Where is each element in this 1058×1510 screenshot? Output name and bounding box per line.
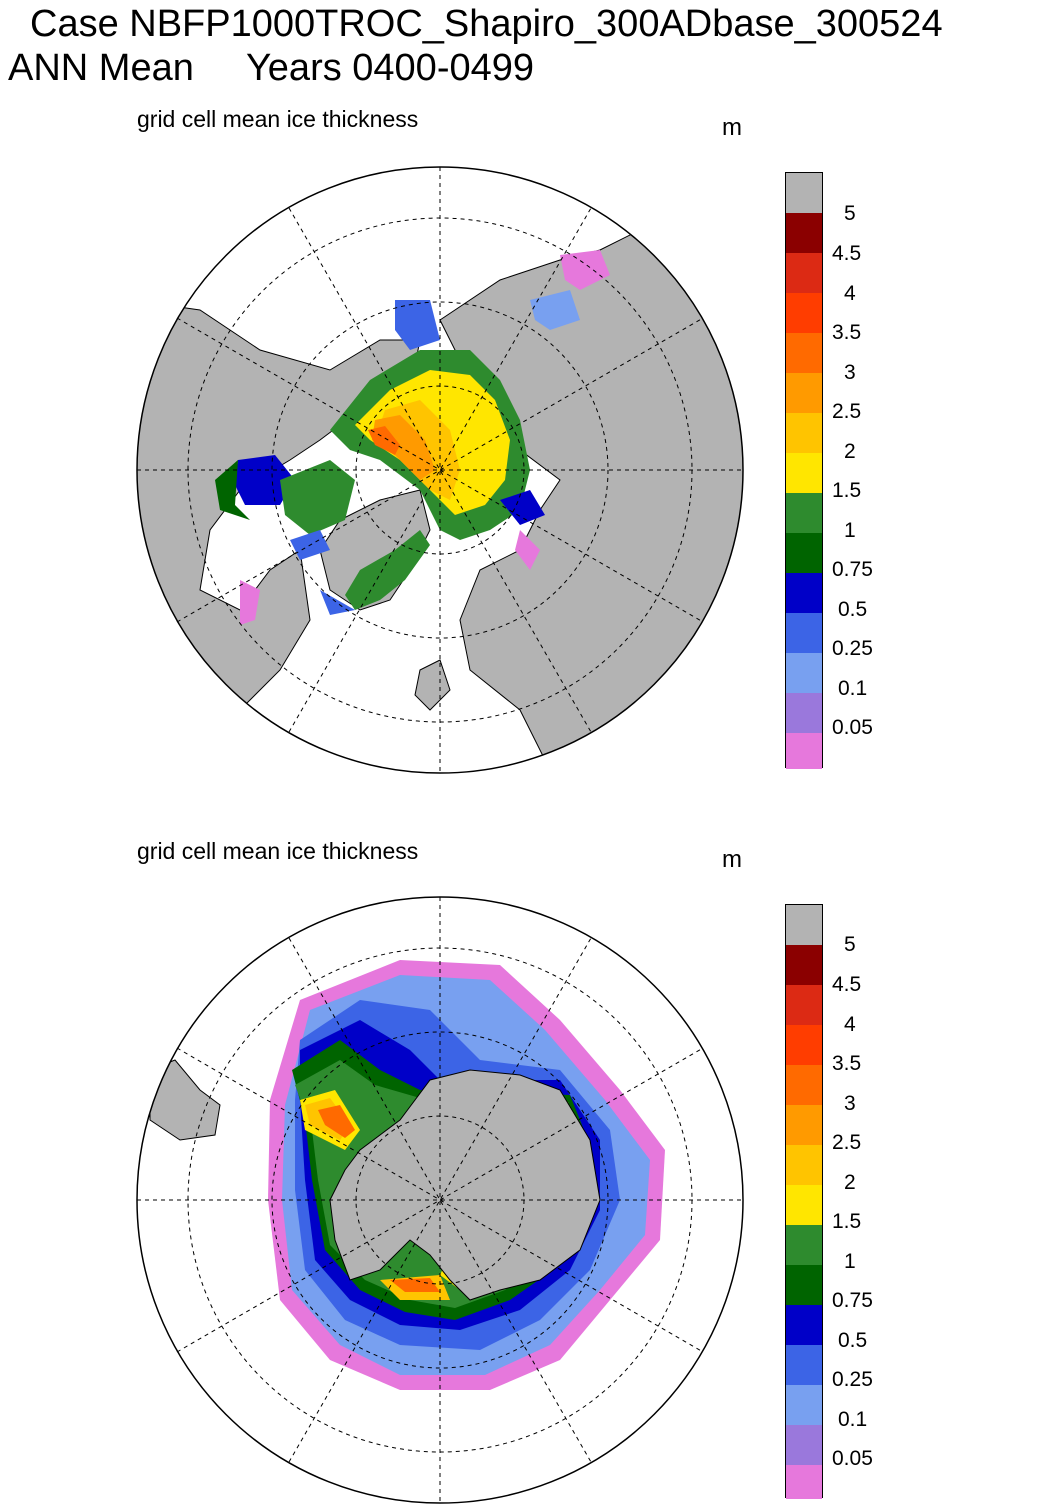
colorbar-label: 4 — [844, 1013, 856, 1036]
south-land — [149, 1059, 601, 1301]
colorbar-label: 2 — [844, 1171, 856, 1194]
panel2-unit: m — [722, 846, 742, 873]
colorbar-label: 0.05 — [832, 716, 873, 739]
colorbar-label: 0.25 — [832, 637, 873, 660]
colorbar-swatch — [786, 453, 822, 493]
colorbar-swatch — [786, 373, 822, 413]
colorbar-swatch — [786, 1105, 822, 1145]
colorbar-label: 1.5 — [832, 1210, 862, 1233]
colorbar-swatch — [786, 1265, 822, 1305]
colorbar-label: 1 — [844, 1250, 856, 1273]
colorbar-label: 3 — [844, 361, 856, 384]
colorbar-label: 0.25 — [832, 1368, 873, 1391]
colorbar-swatch — [786, 293, 822, 333]
colorbar-label: 0.75 — [832, 558, 873, 581]
colorbar-swatch — [786, 733, 822, 769]
colorbar-label: 0.5 — [838, 598, 868, 621]
colorbar-swatch — [786, 1345, 822, 1385]
colorbar-label: 2 — [844, 440, 856, 463]
colorbar-swatch — [786, 693, 822, 733]
colorbar-label: 0.05 — [832, 1447, 873, 1470]
colorbar-swatch — [786, 1465, 822, 1499]
colorbar-label: 2.5 — [832, 1131, 862, 1154]
panel2-subtitle: grid cell mean ice thickness — [137, 838, 419, 864]
colorbar-north — [785, 172, 823, 769]
colorbar-swatch — [786, 1185, 822, 1225]
colorbar-swatch — [786, 253, 822, 293]
colorbar-label: 4 — [844, 282, 856, 305]
colorbar-swatch — [786, 413, 822, 453]
panel1-subtitle: grid cell mean ice thickness — [137, 106, 419, 132]
colorbar-label: 1.5 — [832, 479, 862, 502]
colorbar-swatch — [786, 573, 822, 613]
colorbar-label: 0.1 — [838, 1408, 868, 1431]
colorbar-label: 5 — [844, 933, 856, 956]
colorbar-swatch — [786, 1425, 822, 1465]
colorbar-label: 0.75 — [832, 1289, 873, 1312]
colorbar-label: 3 — [844, 1092, 856, 1115]
north-land — [137, 229, 743, 773]
south-polar-map — [136, 896, 744, 1504]
north-sea-ice — [215, 250, 610, 625]
colorbar-label: 3.5 — [832, 1052, 862, 1075]
colorbar-swatch — [786, 945, 822, 985]
colorbar-swatch — [786, 905, 822, 945]
colorbar-swatch — [786, 1025, 822, 1065]
colorbar-swatch — [786, 1385, 822, 1425]
period-title: ANN Mean Years 0400-0499 — [8, 47, 535, 89]
colorbar-label: 3.5 — [832, 321, 862, 344]
colorbar-label: 0.5 — [838, 1329, 868, 1352]
colorbar-label: 2.5 — [832, 400, 862, 423]
panel1-unit: m — [722, 114, 742, 141]
case-title: Case NBFP1000TROC_Shapiro_300ADbase_3005… — [30, 3, 943, 45]
north-graticule — [137, 167, 743, 773]
colorbar-swatch — [786, 613, 822, 653]
colorbar-swatch — [786, 533, 822, 573]
colorbar-label: 5 — [844, 202, 856, 225]
colorbar-swatch — [786, 653, 822, 693]
colorbar-swatch — [786, 1145, 822, 1185]
south-graticule — [137, 897, 743, 1503]
colorbar-swatch — [786, 493, 822, 533]
colorbar-swatch — [786, 1305, 822, 1345]
colorbar-label: 0.1 — [838, 677, 868, 700]
colorbar-swatch — [786, 985, 822, 1025]
colorbar-swatch — [786, 213, 822, 253]
colorbar-swatch — [786, 1065, 822, 1105]
colorbar-swatch — [786, 333, 822, 373]
colorbar-label: 4.5 — [832, 242, 862, 265]
colorbar-label: 1 — [844, 519, 856, 542]
colorbar-swatch — [786, 173, 822, 213]
north-polar-map — [136, 166, 744, 774]
colorbar-swatch — [786, 1225, 822, 1265]
colorbar-label: 4.5 — [832, 973, 862, 996]
colorbar-south — [785, 904, 823, 1499]
